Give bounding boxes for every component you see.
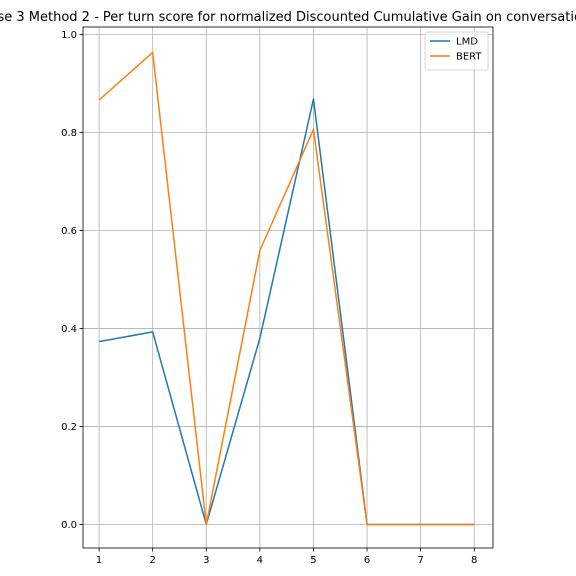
legend: LMD BERT <box>424 31 489 71</box>
x-tick-label: 7 <box>417 555 423 566</box>
series-line-lmd <box>98 98 475 526</box>
x-tick-label: 3 <box>203 555 209 566</box>
y-tick-label: 1.0 <box>61 30 77 41</box>
plot-frame <box>82 26 494 549</box>
y-tick-label: 0.6 <box>61 226 77 237</box>
y-tick-label: 0.2 <box>61 422 77 433</box>
x-tick-label: 2 <box>149 555 155 566</box>
legend-label-bert: BERT <box>456 52 482 63</box>
grid-lines <box>83 27 493 548</box>
x-tick-label: 1 <box>96 555 102 566</box>
series-layer <box>98 51 475 526</box>
series-line-bert <box>98 51 475 526</box>
x-tick-label: 8 <box>471 555 477 566</box>
x-tick-label: 6 <box>364 555 370 566</box>
x-tick-label: 4 <box>257 555 263 566</box>
axes: 1 2 3 4 5 6 7 8 0.0 0.2 0.4 0.6 0.8 1.0 <box>61 26 494 566</box>
y-tick-label: 0.8 <box>61 128 77 139</box>
legend-label-lmd: LMD <box>456 37 478 48</box>
chart-title: Phase 3 Method 2 - Per turn score for no… <box>0 10 576 25</box>
x-tick-label: 5 <box>310 555 316 566</box>
y-tick-label: 0.0 <box>61 520 77 531</box>
y-tick-label: 0.4 <box>61 324 77 335</box>
